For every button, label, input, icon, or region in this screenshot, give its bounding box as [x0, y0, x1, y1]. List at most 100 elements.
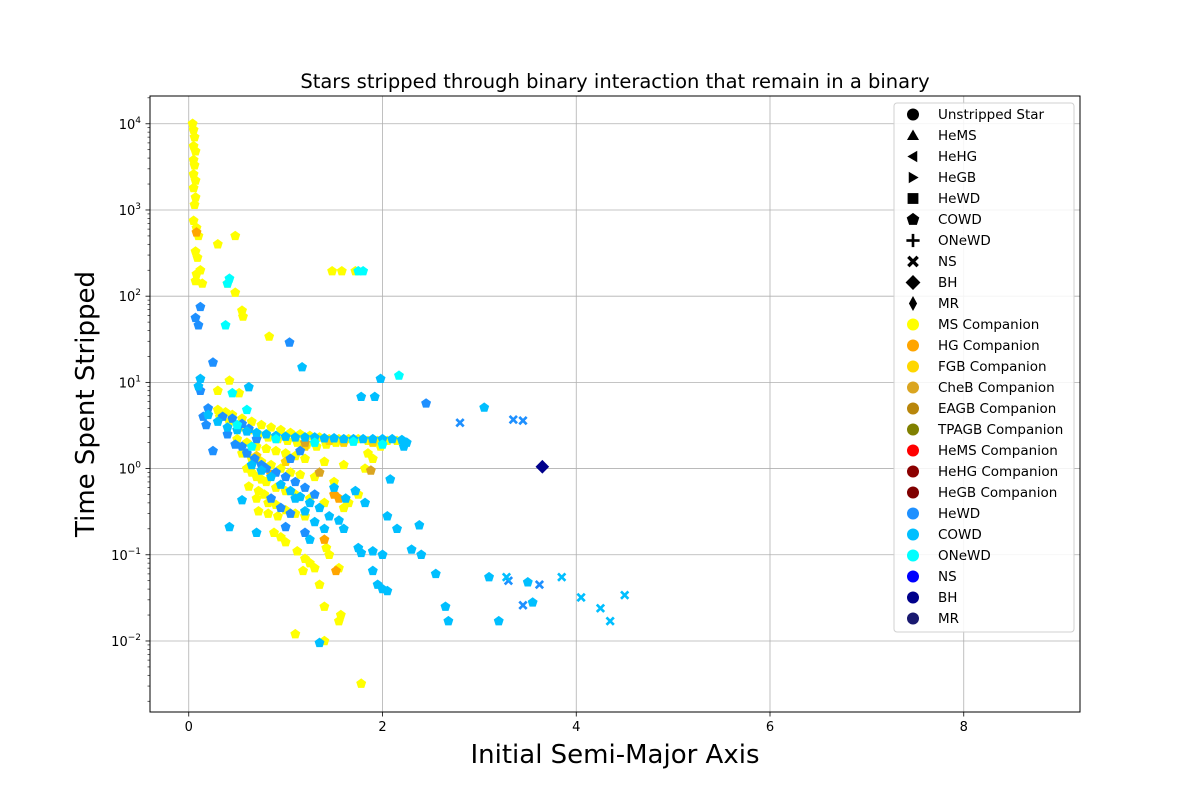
data-point	[479, 402, 490, 412]
data-point	[309, 562, 320, 573]
x-tick-label: 6	[766, 720, 774, 735]
legend-marker	[907, 360, 919, 373]
legend-marker	[907, 423, 919, 436]
data-point	[280, 521, 291, 532]
x-tick-label: 4	[572, 720, 580, 735]
legend-marker	[907, 108, 919, 121]
legend-label: BH	[938, 275, 957, 291]
chart-title: Stars stripped through binary interactio…	[300, 70, 929, 93]
data-point	[188, 215, 199, 225]
data-point	[430, 568, 441, 579]
data-point	[189, 199, 200, 209]
data-point	[197, 278, 208, 288]
data-point	[309, 489, 320, 499]
data-point	[595, 603, 606, 613]
y-tick-label: 100	[119, 461, 142, 478]
data-point	[338, 523, 349, 534]
legend-label: NS	[938, 569, 957, 585]
data-point	[290, 432, 301, 442]
data-point	[190, 146, 201, 156]
data-point	[190, 312, 201, 323]
legend-marker	[905, 275, 921, 290]
data-points	[187, 118, 630, 688]
data-point	[264, 331, 275, 341]
data-point	[576, 592, 586, 603]
data-point	[620, 590, 630, 600]
data-point	[319, 601, 330, 611]
legend-marker	[907, 318, 919, 331]
data-point	[534, 580, 545, 590]
data-point	[212, 404, 223, 415]
data-point	[190, 192, 201, 202]
legend-marker	[907, 150, 918, 163]
y-tick-label: 10−2	[111, 633, 141, 650]
data-point	[309, 516, 320, 527]
data-point	[227, 413, 238, 423]
data-point	[256, 465, 267, 475]
data-point	[237, 441, 247, 451]
x-tick-label: 2	[378, 720, 386, 735]
y-tick-label: 101	[119, 374, 141, 391]
data-point	[275, 479, 286, 489]
legend-entry: Unstripped Star	[907, 107, 1045, 123]
data-point	[190, 175, 201, 185]
data-point	[284, 337, 295, 347]
axis-ticks: 0 2 4 6 8 10−2 10−1 100 101 102 103 104	[111, 97, 968, 735]
data-point	[266, 471, 277, 482]
legend-label: MR	[938, 296, 959, 312]
data-point	[280, 471, 291, 482]
legend-label: HG Companion	[938, 338, 1040, 354]
data-point	[290, 493, 301, 503]
data-point	[335, 609, 346, 620]
legend-label: Unstripped Star	[938, 107, 1045, 123]
data-point	[298, 565, 309, 576]
data-point	[382, 511, 393, 521]
data-point	[285, 485, 296, 496]
data-point	[314, 467, 325, 477]
data-point	[443, 615, 454, 626]
legend-marker	[908, 296, 918, 311]
data-point	[261, 443, 272, 453]
legend-entry: FGB Companion	[907, 359, 1047, 375]
data-point	[263, 508, 274, 518]
legend-entry: NS	[907, 254, 957, 270]
y-tick-label: 10−1	[111, 547, 141, 564]
data-point	[329, 482, 340, 492]
legend-label: BH	[938, 590, 957, 606]
data-point	[360, 497, 371, 508]
legend-label: CheB Companion	[938, 380, 1055, 396]
legend-marker	[907, 339, 919, 352]
data-point	[246, 459, 257, 470]
y-tick-label: 103	[119, 202, 141, 219]
data-point	[270, 445, 281, 456]
plot-area-frame	[149, 95, 1081, 713]
data-point	[518, 600, 528, 610]
data-point	[314, 579, 325, 589]
legend-marker	[907, 612, 919, 625]
legend-label: HeHG Companion	[938, 464, 1058, 480]
data-point	[421, 398, 432, 408]
data-point	[324, 549, 335, 560]
data-point	[493, 615, 504, 626]
data-point	[331, 565, 341, 576]
data-point	[324, 511, 335, 521]
data-point	[203, 403, 214, 413]
data-point	[367, 545, 378, 556]
legend-marker	[907, 507, 919, 520]
legend-entry: TPAGB Companion	[907, 422, 1063, 438]
data-point	[356, 678, 367, 688]
data-point	[275, 424, 286, 435]
data-point	[319, 456, 330, 466]
legend-entry: ONeWD	[907, 548, 991, 564]
data-point	[297, 361, 308, 372]
legend-entry: BH	[907, 590, 957, 606]
data-point	[605, 616, 615, 626]
data-point	[208, 357, 218, 367]
data-point	[309, 437, 320, 447]
data-point	[238, 311, 248, 321]
legend-entry: HeWD	[907, 191, 980, 207]
data-point	[285, 508, 296, 518]
x-tick-label: 0	[185, 720, 193, 735]
data-point	[300, 527, 310, 537]
data-point	[518, 415, 528, 426]
